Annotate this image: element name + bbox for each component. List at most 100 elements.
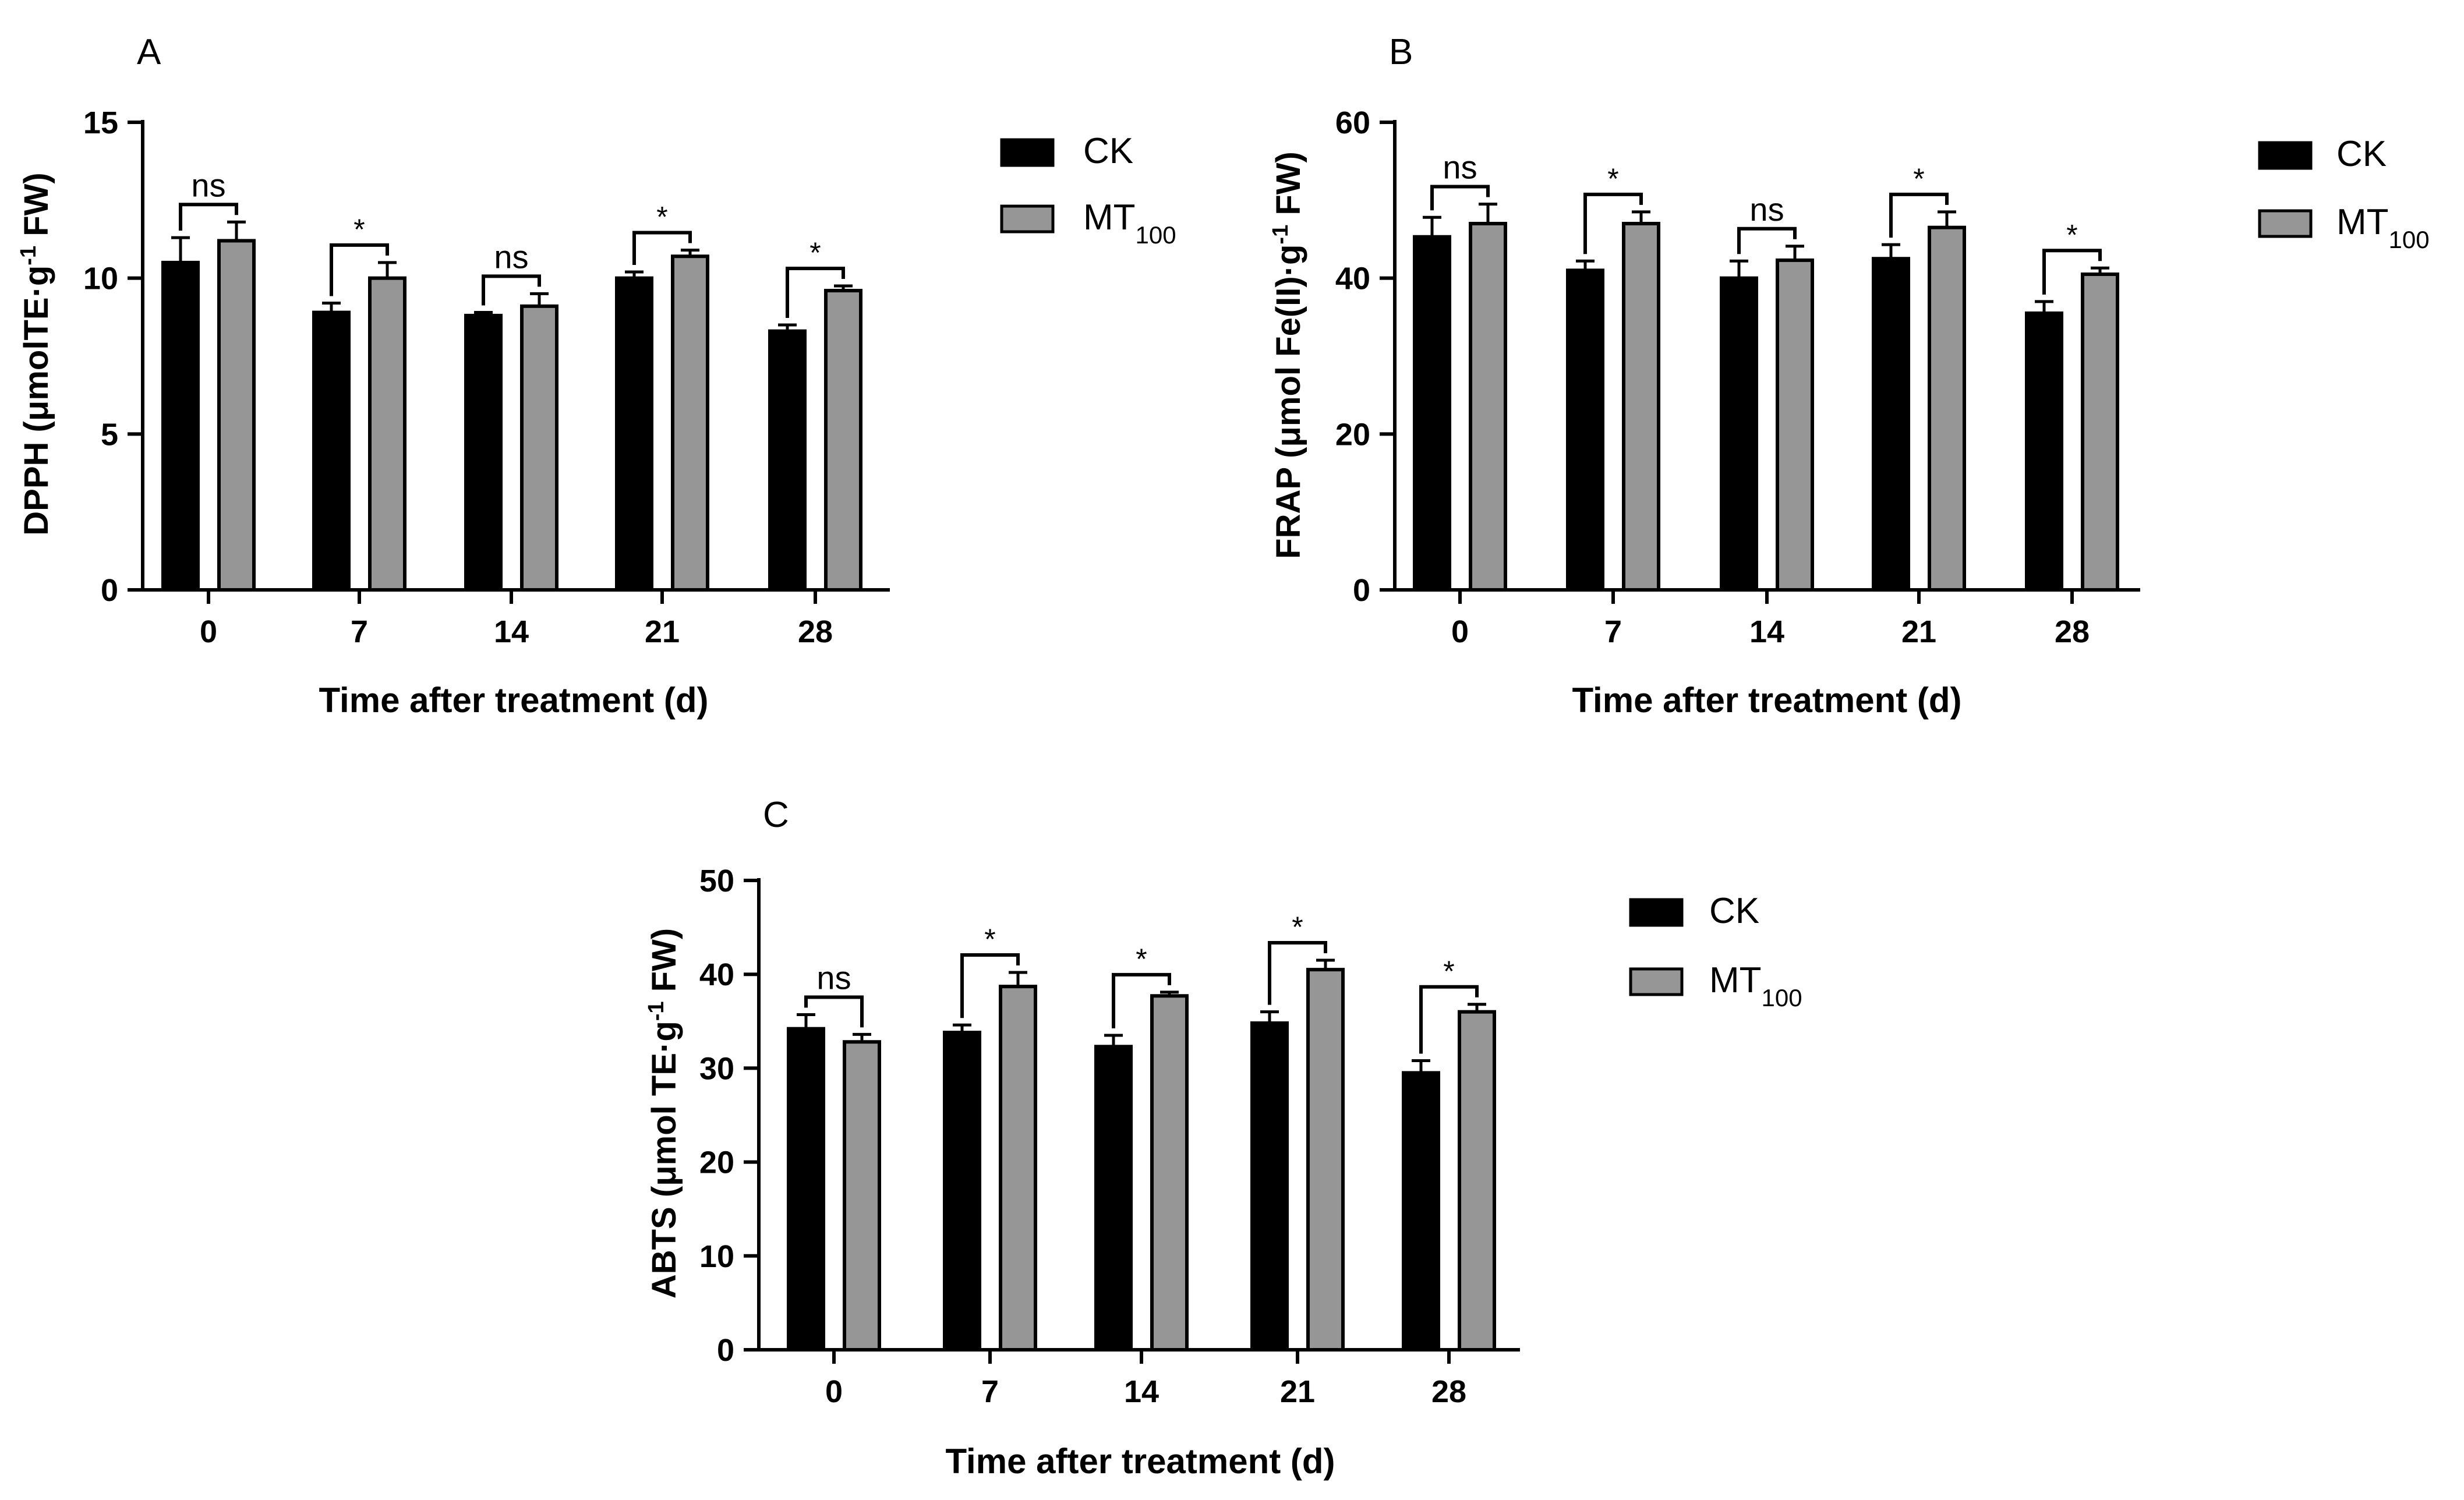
- panel-b-y-tick-label-3: 60: [1335, 105, 1370, 140]
- panel-c-y-tick-label-0: 0: [717, 1333, 734, 1368]
- panel-a-bar-ck-4: [768, 329, 807, 592]
- panel-a-x-ticks: 0 7 14 21 28: [200, 590, 833, 649]
- panel-a-bar-mt-0: [217, 239, 256, 592]
- panel-c-x-tick-label-4: 28: [1431, 1374, 1466, 1409]
- panel-a-x-tick-label-3: 21: [645, 614, 680, 649]
- panel-b-significance-bracket-3: [1889, 192, 1949, 238]
- panel-a-bar-ck-3: [615, 276, 653, 592]
- panel-b-bars: [1413, 221, 2119, 592]
- panel-b-bar-mt-1: [1622, 221, 1660, 592]
- panel-b-significance-bracket-2: [1737, 227, 1797, 254]
- panel-a-y-tick-label-3: 15: [83, 105, 118, 140]
- panel-b-bar-ck-1: [1566, 268, 1604, 592]
- panel-a-bar-ck-0: [161, 260, 200, 592]
- panel-b-legend-ck-label: CK: [2336, 134, 2387, 174]
- panel-b: B 0 20 40 60 0 7 14 21 28 ns * ns * * FRAP (μmol Fe…: [1268, 32, 2430, 720]
- panel-b-y-tick-label-0: 0: [1353, 573, 1370, 608]
- panel-b-bar-mt-3: [1928, 225, 1966, 592]
- panel-c-significance-label-1: *: [984, 923, 995, 956]
- panel-b-significance-label-3: *: [1913, 162, 1924, 195]
- panel-b-bar-ck-4: [2025, 311, 2063, 592]
- panel-b-letter: B: [1389, 32, 1413, 72]
- panel-c-bar-ck-4: [1402, 1071, 1440, 1352]
- panel-b-significance-label-0: ns: [1443, 149, 1477, 186]
- panel-c-x-tick-label-2: 14: [1124, 1374, 1159, 1409]
- panel-a-bar-ck-1: [312, 310, 351, 592]
- panel-c-bar-ck-2: [1094, 1045, 1133, 1352]
- panel-b-significance-bracket-4: [2042, 249, 2102, 295]
- panel-c-legend-mt-label: MT100: [1709, 960, 1802, 1011]
- panel-b-x-ticks: 0 7 14 21 28: [1451, 590, 2090, 649]
- panel-b-y-axis-title: FRAP (μmol Fe(II)·g-1 FW): [1268, 151, 1307, 559]
- panel-c-y-axis-title: ABTS (μmol TE·g-1 FW): [644, 928, 683, 1299]
- panel-b-error-bars: [1423, 203, 2109, 313]
- panel-a-x-tick-label-2: 14: [494, 614, 529, 649]
- panel-a-bar-ck-2: [464, 313, 503, 592]
- panel-a-y-tick-label-2: 10: [83, 261, 118, 296]
- panel-c-y-tick-label-2: 20: [699, 1145, 734, 1180]
- panel-c-legend: CK MT100: [1629, 891, 1802, 1011]
- panel-a-error-bars: [171, 220, 853, 331]
- panel-b-significance-label-2: ns: [1749, 191, 1784, 228]
- panel-c-error-bars: [797, 958, 1486, 1073]
- panel-b-x-tick-label-2: 14: [1749, 614, 1784, 649]
- panel-c: C 0 10 20 30 40 50 0 7 14 21 28 ns * * * * ABTS (μmol…: [644, 795, 1802, 1481]
- panel-c-bar-ck-3: [1250, 1021, 1289, 1352]
- panel-b-legend: CK MT100: [2258, 134, 2430, 253]
- panel-c-bar-ck-0: [787, 1027, 825, 1352]
- panel-c-y-ticks: 0 10 20 30 40 50: [699, 864, 759, 1368]
- panel-c-y-tick-label-3: 30: [699, 1051, 734, 1086]
- panel-b-x-tick-label-1: 7: [1604, 614, 1622, 649]
- panel-b-x-tick-label-3: 21: [1901, 614, 1936, 649]
- panel-a-x-tick-label-0: 0: [200, 614, 217, 649]
- panel-c-y-tick-label-5: 50: [699, 864, 734, 898]
- panel-a-bar-mt-4: [824, 289, 862, 592]
- panel-a-significance-bracket-2: [482, 274, 541, 306]
- panel-a-x-tick-label-1: 7: [351, 614, 368, 649]
- panel-a-significance-bracket-0: [179, 203, 238, 231]
- panel-b-bar-mt-4: [2081, 272, 2119, 592]
- panel-a-significance: ns * ns * *: [179, 167, 845, 318]
- panel-a-significance-bracket-1: [330, 243, 389, 296]
- panel-a-letter: A: [137, 32, 161, 72]
- panel-b-x-axis-title: Time after treatment (d): [1572, 681, 1961, 720]
- panel-c-x-ticks: 0 7 14 21 28: [825, 1350, 1466, 1409]
- panel-c-x-axis-title: Time after treatment (d): [945, 1442, 1335, 1481]
- panel-b-bar-ck-3: [1872, 257, 1910, 592]
- panel-c-significance-bracket-3: [1268, 941, 1327, 1005]
- panel-a-significance-label-3: *: [656, 200, 667, 233]
- panel-c-bar-mt-0: [843, 1040, 881, 1352]
- panel-a-significance-label-2: ns: [494, 238, 528, 275]
- panel-b-legend-swatch-mt: [2258, 209, 2313, 238]
- panel-b-significance-bracket-1: [1583, 192, 1643, 254]
- panel-a-significance-label-0: ns: [191, 167, 225, 203]
- panel-a-significance-bracket-3: [632, 231, 692, 265]
- panel-a-x-axis-title: Time after treatment (d): [319, 681, 708, 720]
- panel-a-bars: [161, 239, 862, 592]
- panel-c-significance-label-0: ns: [816, 960, 851, 996]
- panel-a-bar-mt-1: [368, 276, 406, 592]
- panel-c-x-tick-label-0: 0: [825, 1374, 843, 1409]
- panel-b-y-tick-label-1: 20: [1335, 417, 1370, 452]
- panel-c-significance-bracket-0: [804, 995, 864, 1028]
- panel-c-bar-mt-1: [999, 985, 1037, 1352]
- panel-c-significance-bracket-2: [1112, 972, 1171, 1028]
- panel-b-y-ticks: 0 20 40 60: [1335, 105, 1395, 608]
- panel-b-significance-label-4: *: [2066, 218, 2077, 251]
- panel-c-significance-bracket-1: [960, 953, 1020, 1018]
- panel-a-legend-swatch-ck: [1000, 138, 1055, 167]
- panel-a-y-ticks: 0 5 10 15: [83, 105, 143, 608]
- panel-b-significance: ns * ns * *: [1430, 149, 2102, 295]
- panel-b-legend-swatch-ck: [2258, 141, 2313, 170]
- panel-c-significance: ns * * * *: [804, 911, 1479, 1054]
- panel-c-legend-ck-label: CK: [1709, 891, 1759, 931]
- panel-c-bar-mt-3: [1306, 968, 1345, 1352]
- panel-b-x-tick-label-0: 0: [1451, 614, 1469, 649]
- panel-c-letter: C: [763, 795, 789, 835]
- panel-c-bar-mt-4: [1458, 1010, 1496, 1352]
- panel-c-significance-label-2: *: [1136, 943, 1147, 975]
- panel-b-significance-label-1: *: [1607, 162, 1618, 195]
- panel-c-bar-ck-1: [943, 1031, 981, 1352]
- panel-c-bar-mt-2: [1150, 994, 1189, 1352]
